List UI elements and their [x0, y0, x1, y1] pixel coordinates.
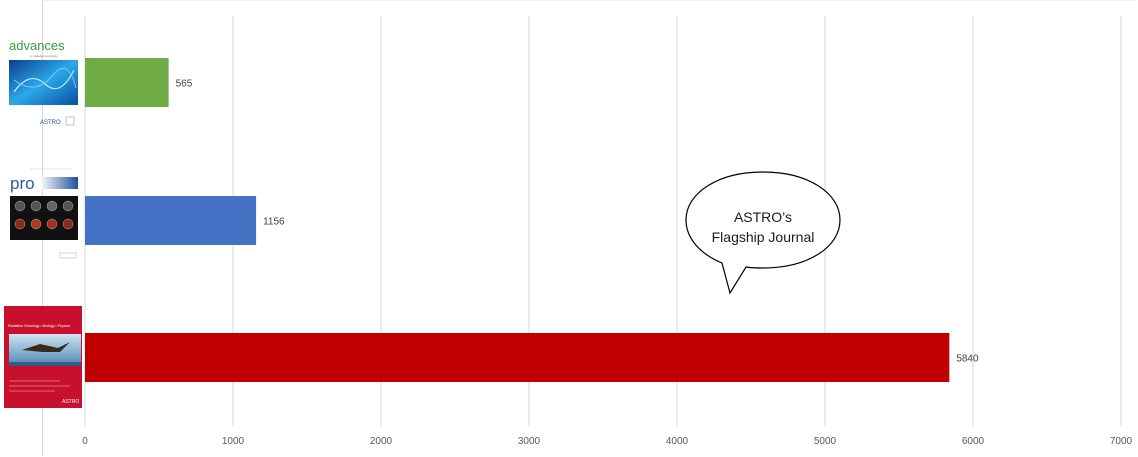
- callout-line-1: ASTRO’s: [734, 209, 792, 225]
- cover-advances-publisher: ASTRO: [40, 120, 61, 126]
- cover-pro-banner: [40, 177, 78, 189]
- x-tick-label: 4000: [666, 436, 689, 447]
- bars: [85, 58, 950, 382]
- eagle-icon: [22, 342, 70, 352]
- cover-advances-subtitle: in radiation oncology: [30, 54, 58, 58]
- x-tick-label: 3000: [518, 436, 541, 447]
- data-label: 1156: [263, 217, 285, 228]
- data-label: 5840: [956, 354, 979, 365]
- x-axis-ticks: 0 1000 2000 3000 4000 5000 6000 7000: [82, 436, 1132, 447]
- cover-pro: pro: [10, 168, 78, 259]
- bar-1: [85, 58, 169, 107]
- cover-pro-title: pro: [10, 174, 35, 193]
- cover-advances-title: advances: [9, 38, 65, 53]
- cover-redjournal-title: Radiation Oncology • Biology • Physics: [8, 324, 70, 328]
- data-label: 565: [176, 79, 193, 90]
- x-tick-label: 6000: [962, 436, 985, 447]
- cover-redjournal-publisher: ASTRO: [62, 399, 79, 405]
- callout-line-2: Flagship Journal: [712, 229, 815, 245]
- x-tick-label: 2000: [370, 436, 393, 447]
- x-tick-label: 0: [82, 436, 88, 447]
- callout-bubble: ASTRO’s Flagship Journal: [685, 171, 841, 295]
- publisher-logo-icon: [65, 116, 75, 126]
- cover-redjournal: Radiation Oncology • Biology • Physics A…: [4, 306, 82, 408]
- x-tick-label: 7000: [1110, 436, 1133, 447]
- x-tick-label: 5000: [814, 436, 837, 447]
- bar-3: [85, 333, 950, 382]
- speech-bubble-shape: [685, 171, 841, 295]
- x-tick-label: 1000: [222, 436, 245, 447]
- cover-advances: advances in radiation oncology ASTRO: [9, 38, 78, 126]
- bar-2: [85, 196, 257, 245]
- ct-scan-grid-icon: [14, 200, 74, 230]
- data-labels: 565 1156 5840: [176, 79, 979, 365]
- pro-publisher-logo-icon: [59, 252, 77, 259]
